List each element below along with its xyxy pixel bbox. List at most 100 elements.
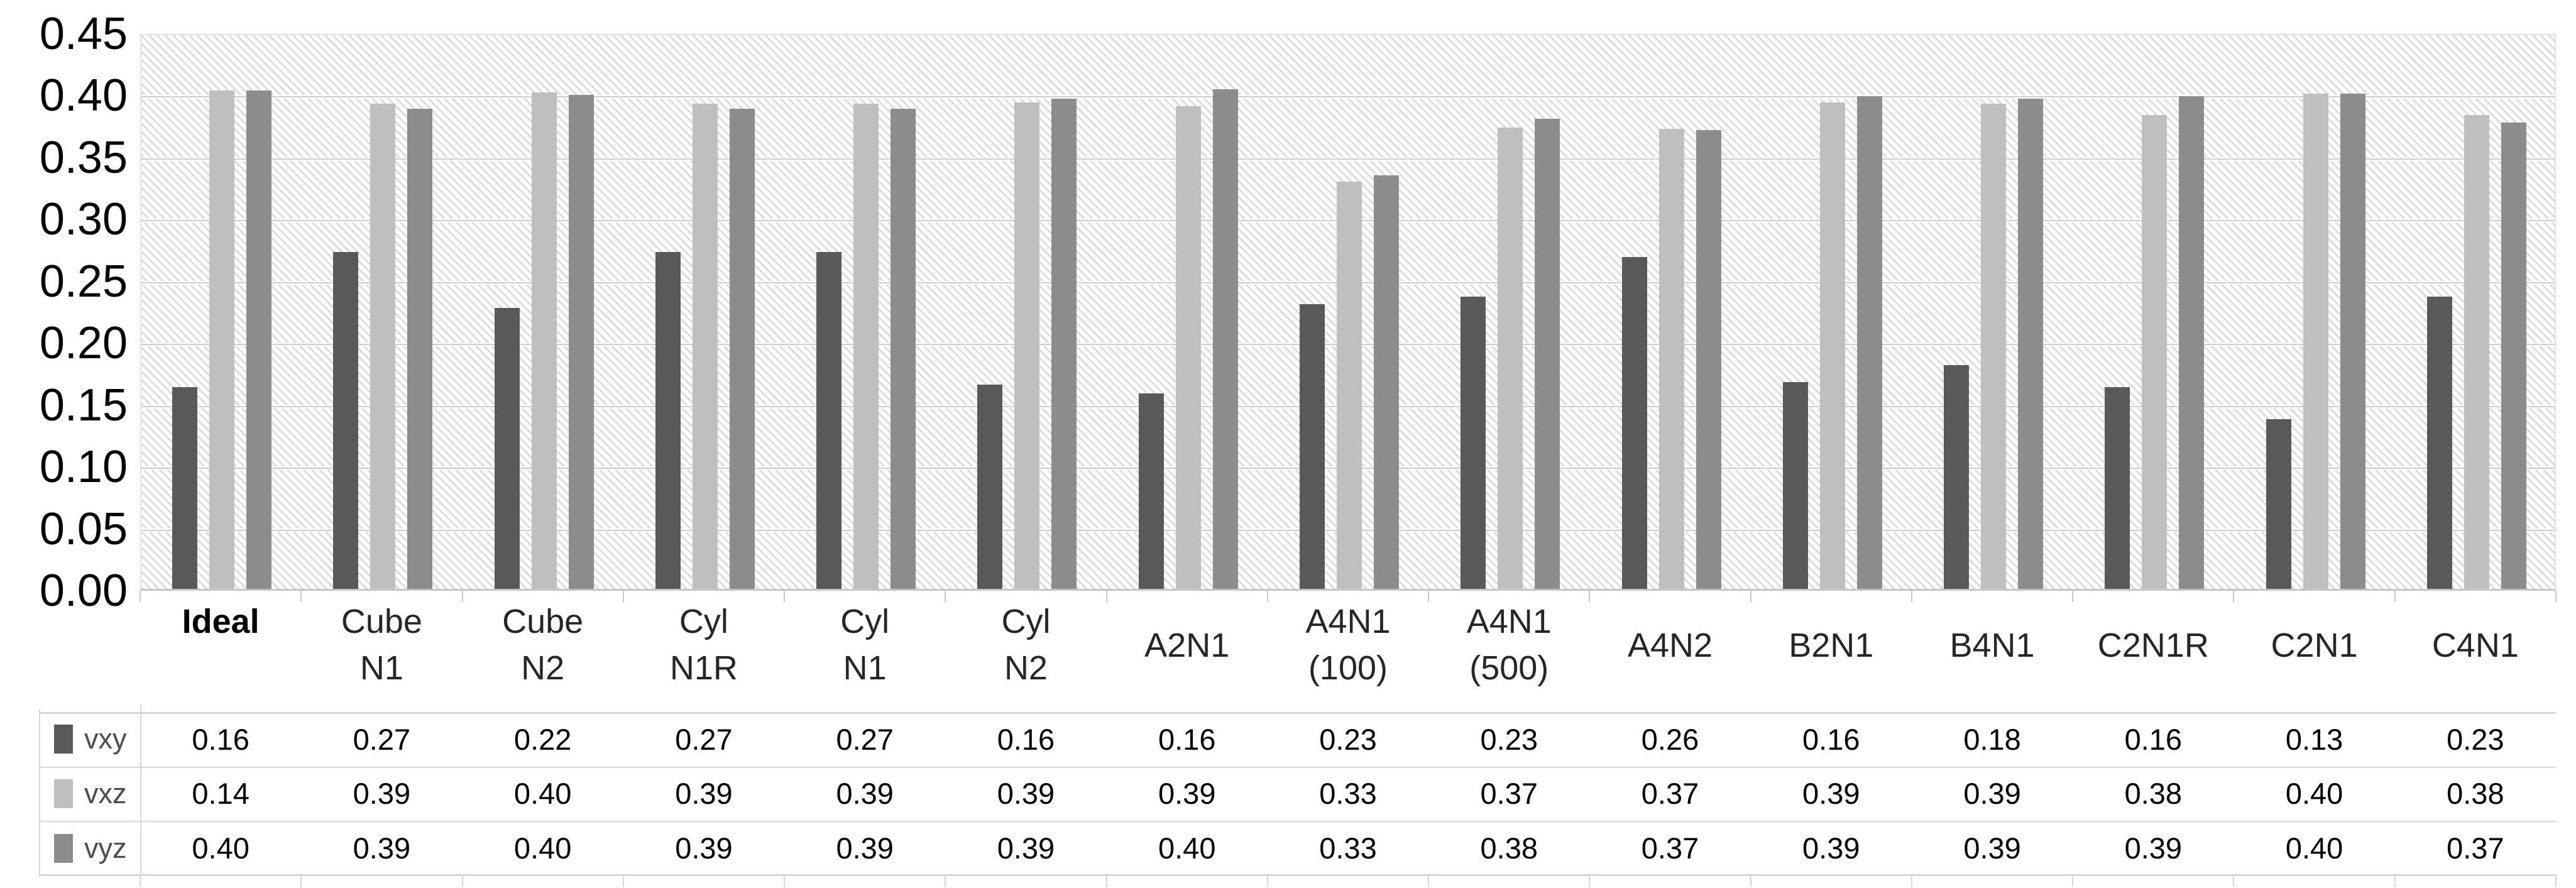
table-cell-vyz-c2n1r: 0.39 [2124, 831, 2183, 865]
table-column-tick [461, 874, 463, 887]
table-cell-vxy-cube-n2: 0.22 [513, 722, 572, 756]
table-border-horizontal [39, 712, 2556, 714]
bar-vxy-c2n1 [2266, 419, 2291, 589]
bar-vxy-c2n1r [2105, 387, 2130, 589]
x-label-a2n1: A2N1 [1107, 598, 1268, 702]
x-label-line: Cube [502, 603, 584, 640]
data-table: vxy 0.16 0.27 0.22 0.27 0.27 0.16 0.16 0.23 0.23 0… [39, 704, 2557, 887]
y-tick-label: 0.35 [39, 132, 128, 183]
table-cell-vyz-a2n1: 0.40 [1158, 831, 1216, 865]
bar-vyz-cyl-n1 [891, 109, 916, 589]
bar-vxz-c4n1 [2464, 114, 2489, 589]
y-tick-label: 0.15 [39, 380, 128, 430]
x-label-cyl-n1r: Cyl N1R [623, 598, 784, 702]
table-column-tick [1910, 874, 1912, 887]
bar-vyz-a4n1-(100) [1374, 175, 1399, 589]
table-column-tick [1105, 874, 1107, 887]
bar-vxy-cyl-n1r [655, 252, 681, 589]
bar-vxy-b2n1 [1782, 382, 1808, 589]
bar-vxz-ideal [209, 90, 235, 589]
bar-vxy-cyl-n1 [816, 252, 842, 589]
table-column-tick [2555, 874, 2557, 887]
table-cell-vyz-cyl-n1r: 0.39 [675, 831, 733, 865]
table-border-horizontal [39, 766, 2556, 768]
x-axis-labels: Ideal Cube N1 Cube N2 Cyl N1R Cyl N1 Cyl N2 A2N1 A4N… [140, 598, 2556, 708]
table-cell-vyz-b4n1: 0.39 [1963, 831, 2021, 865]
x-axis-tick [461, 591, 463, 602]
x-label-line: Cyl [840, 603, 890, 640]
table-cell-vxy-ideal: 0.16 [192, 722, 249, 756]
legend-swatch-vxz [54, 779, 73, 808]
table-cell-vxz-cyl-n1r: 0.39 [675, 777, 733, 811]
x-label-c2n1: C2N1 [2233, 598, 2394, 702]
table-cell-vxz-cyl-n2: 0.39 [997, 777, 1055, 811]
bar-vxz-a4n1-(500) [1498, 127, 1523, 589]
table-cell-vxz-cube-n1: 0.39 [353, 777, 411, 811]
bar-vxz-b4n1 [1981, 104, 2007, 589]
table-column-tick [2394, 874, 2396, 887]
x-label-line: N1 [359, 649, 403, 687]
table-cell-vyz-c4n1: 0.37 [2447, 831, 2504, 865]
x-label-line: C2N1 [2271, 627, 2358, 664]
x-label-line: Ideal [182, 603, 260, 640]
x-label-line: Cyl [1001, 603, 1051, 640]
table-cell-vxz-c2n1r: 0.38 [2124, 777, 2183, 811]
legend-swatch-vxy [54, 725, 73, 754]
bar-vxz-a2n1 [1175, 106, 1201, 589]
x-label-line: A4N2 [1627, 627, 1713, 664]
bar-vyz-cyl-n1r [729, 109, 755, 589]
bar-vxy-a4n1-(100) [1300, 304, 1325, 589]
legend-item-vxy: vxy [39, 712, 140, 767]
x-axis-tick [1910, 591, 1912, 602]
x-label-cube-n1: Cube N1 [301, 598, 462, 702]
legend-label-vyz: vyz [84, 831, 127, 864]
table-column-tick [300, 874, 302, 887]
y-axis: 0.45 0.40 0.35 0.30 0.25 0.20 0.15 0.10 0.05 0.00 [0, 0, 129, 628]
table-cell-vxy-a4n2: 0.26 [1641, 722, 1699, 756]
table-cell-vxy-b2n1: 0.16 [1802, 722, 1860, 756]
x-label-line: B4N1 [1949, 627, 2035, 664]
bar-vxz-cube-n2 [531, 92, 557, 589]
table-cell-vxz-cube-n2: 0.40 [513, 777, 572, 811]
table-cell-vxz-b2n1: 0.39 [1802, 777, 1860, 811]
bar-vyz-cyl-n2 [1051, 99, 1077, 589]
bar-vyz-a4n2 [1696, 129, 1721, 589]
legend-item-vxz: vxz [39, 767, 140, 821]
bar-vyz-b4n1 [2018, 99, 2044, 589]
table-column-tick [1266, 874, 1268, 887]
table-cell-vxz-c4n1: 0.38 [2447, 777, 2504, 811]
table-cell-vyz-cyl-n2: 0.39 [997, 831, 1055, 865]
table-cell-vxy-cube-n1: 0.27 [353, 722, 411, 756]
table-border-vertical [39, 710, 40, 877]
table-cell-vxy-b4n1: 0.18 [1963, 722, 2021, 756]
table-cell-vyz-a4n1-(500): 0.38 [1480, 831, 1538, 865]
y-tick-label: 0.05 [39, 503, 128, 554]
x-axis-tick [1750, 591, 1751, 602]
table-column-tick [945, 874, 946, 887]
table-cell-vxz-cyl-n1: 0.39 [836, 777, 894, 811]
bar-vxz-c2n1r [2142, 114, 2168, 589]
y-tick-label: 0.25 [39, 256, 128, 307]
gridline [141, 95, 2555, 99]
x-label-line: A4N1 [1305, 603, 1391, 640]
table-cell-vxy-c2n1r: 0.16 [2124, 722, 2183, 756]
bar-vxy-cube-n1 [333, 252, 359, 589]
table-column-tick [1589, 874, 1591, 887]
x-label-line: N2 [521, 649, 565, 687]
x-axis-tick [1105, 591, 1107, 602]
table-column-tick [1428, 874, 1430, 887]
legend-label-vxz: vxz [84, 777, 127, 809]
table-cell-vyz-ideal: 0.40 [192, 831, 249, 865]
bar-vxy-b4n1 [1944, 365, 1970, 589]
bar-vxz-a4n2 [1658, 128, 1684, 589]
bar-vyz-a2n1 [1212, 89, 1238, 589]
table-column-tick [784, 874, 786, 887]
x-label-line: B2N1 [1789, 627, 1874, 664]
y-tick-label: 0.40 [39, 70, 128, 121]
bar-vxy-cube-n2 [494, 308, 520, 589]
x-label-line: C2N1R [2097, 627, 2209, 664]
table-border-horizontal [39, 821, 2556, 823]
table-cell-vxy-cyl-n1: 0.27 [836, 722, 894, 756]
x-axis-tick [2233, 591, 2235, 602]
legend-swatch-vyz [54, 833, 73, 863]
